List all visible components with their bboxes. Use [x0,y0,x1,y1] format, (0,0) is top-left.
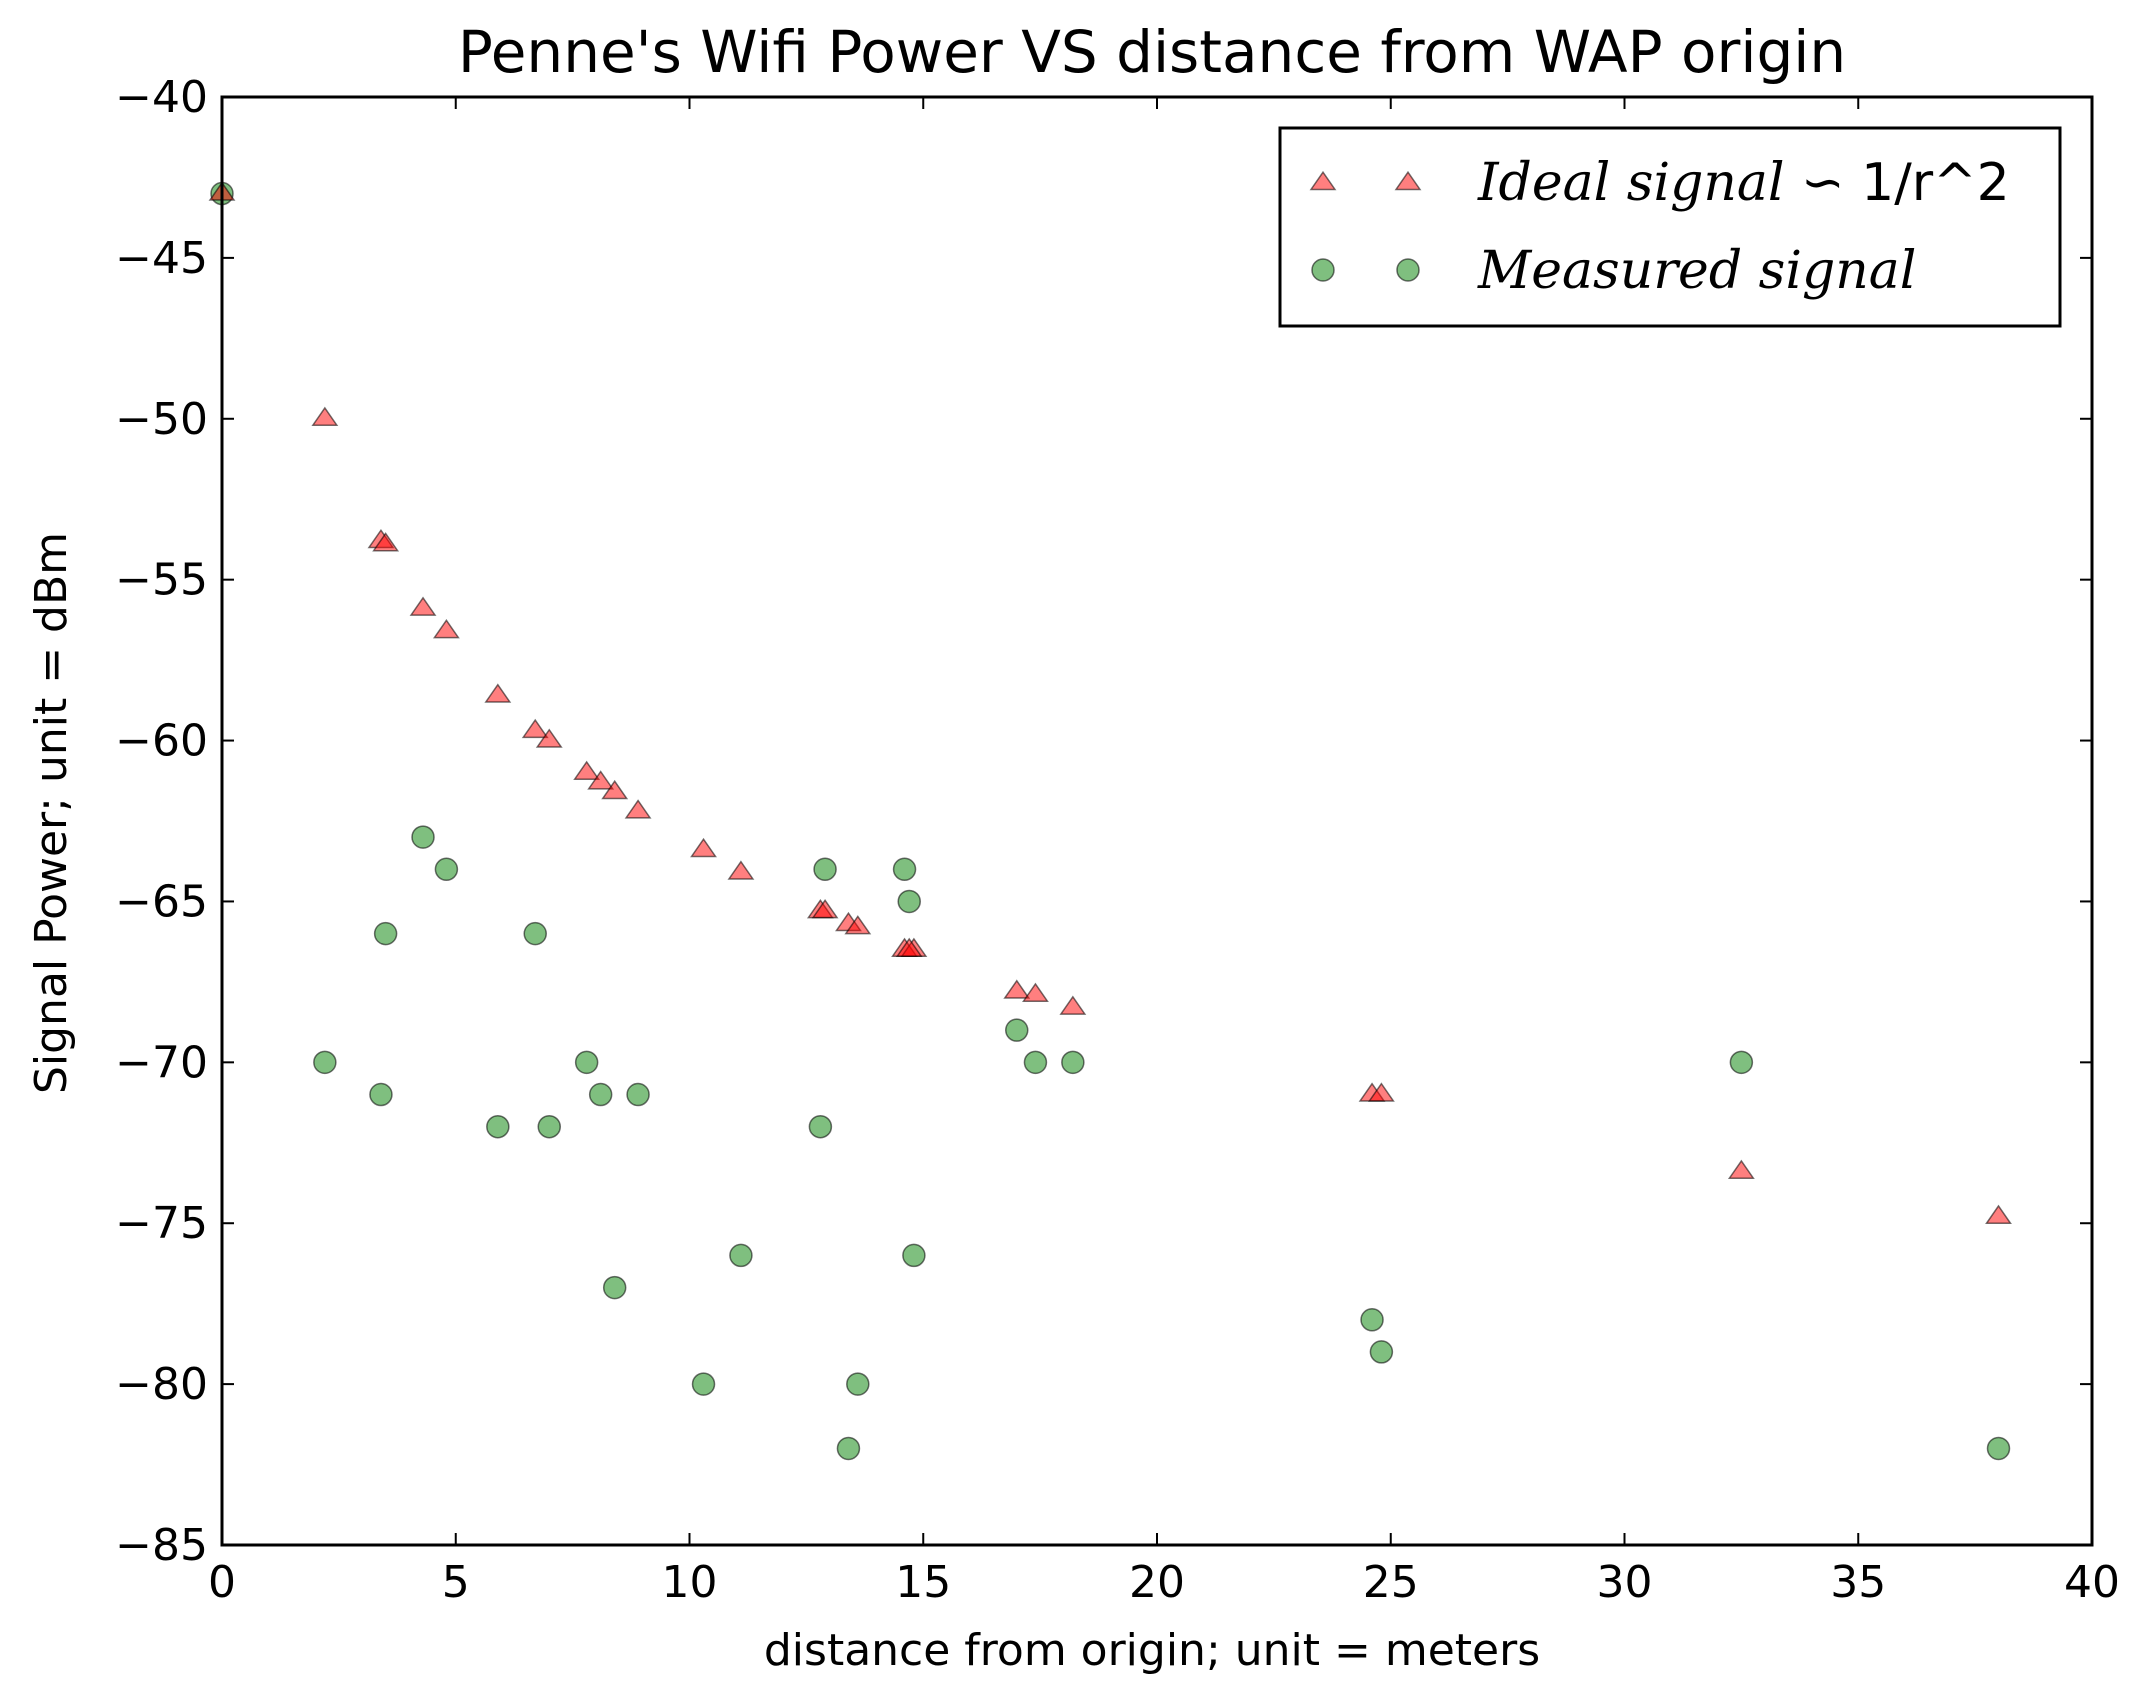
ideal-signal-point [521,718,549,739]
x-tick-label: 10 [662,1557,718,1608]
ideal-signal-point [727,860,755,880]
x-tick-label: 30 [1597,1557,1653,1608]
ideal-signal-point [895,937,923,957]
measured-signal-point [1729,1050,1754,1075]
x-tick-labels: 0 5 10 15 20 25 30 35 40 [208,1557,2120,1608]
measured-signal-point [1360,1308,1384,1332]
ideal-signal-point [409,596,437,616]
legend-box [1278,126,2062,328]
measured-signal-point [836,1436,861,1461]
ideal-signal-point [1727,1159,1755,1179]
ideal-signal-point [690,837,717,858]
axis-ticks [221,96,2093,1546]
measured-signal-point [808,1114,833,1139]
y-tick-label: −65 [115,876,208,927]
legend-label-measured: Measured signal [1477,241,1916,301]
legend-markers [1309,170,1422,282]
x-tick-label: 5 [442,1557,470,1608]
measured-signal-point [411,825,435,849]
measured-signal-point [691,1372,716,1396]
y-axis-label: Signal Power; unit = dBm [26,532,77,1094]
measured-signal-point [1023,1050,1048,1075]
measured-signal-point [846,1372,870,1396]
ideal-signal-point [1985,1204,2012,1225]
measured-signal-point [1986,1436,2011,1461]
x-axis-label: distance from origin; unit = meters [764,1625,1540,1676]
measured-signal-point [434,857,459,882]
y-tick-label: −50 [115,394,208,445]
ideal-signal-point [573,760,601,780]
measured-signal-point [369,1082,393,1107]
legend-label-measured-italic: Measured signal [1477,241,1916,301]
measured-signal-point [902,1243,926,1268]
y-tick-label: −45 [115,233,208,284]
ideal-signal-point [624,799,652,819]
measured-signal-point [588,1082,613,1107]
y-tick-labels: −40 −45 −50 −55 −60 −65 −70 −75 −80 −85 [115,72,208,1571]
ideal-signal-point [432,619,460,639]
y-tick-label: −85 [115,1520,208,1571]
y-tick-label: −60 [115,716,208,767]
ideal-signal-point [311,406,339,427]
measured-signal-point [1061,1050,1085,1075]
ideal-signal-point [484,683,512,703]
legend-label-ideal: Ideal signal ∽ 1/r^2 [1477,153,2010,213]
measured-signal-point [892,857,917,882]
measured-signal-point [602,1275,627,1300]
x-tick-label: 35 [1830,1557,1886,1608]
measured-signal-point [486,1114,510,1139]
measured-signal-point [626,1082,650,1107]
y-tick-label: −40 [115,72,208,123]
ideal-signal-point [1059,995,1087,1015]
ideal-signal-point [372,532,400,552]
chart-title: Penne's Wifi Power VS distance from WAP … [458,18,1846,86]
measured-signal-point [523,921,547,946]
x-tick-label: 40 [2064,1557,2120,1608]
ideal-signal-point [1022,982,1049,1002]
y-tick-label: −55 [115,555,208,606]
legend-marker-measured [1311,258,1335,282]
y-tick-label: −70 [115,1037,208,1088]
y-tick-label: −75 [115,1198,208,1249]
measured-signal-point [729,1243,753,1268]
measured-signal-point [813,857,837,882]
legend-marker-measured [1396,258,1420,282]
measured-signal-point [574,1050,599,1075]
legend-marker-ideal [1309,170,1337,191]
ideal-signal-point [1367,1082,1395,1102]
x-tick-label: 0 [208,1557,236,1608]
legend-label-ideal-formula: ∽ 1/r^2 [1785,153,2010,213]
y-tick-label: −80 [115,1359,208,1410]
legend-marker-ideal [1394,170,1422,191]
legend-label-ideal-italic: Ideal signal [1477,153,1785,213]
measured-signal-point [373,921,398,946]
ideal-signal-point [535,728,563,748]
legend: Ideal signal ∽ 1/r^2 Measured signal [1278,126,2062,328]
measured-signal-point [1369,1340,1394,1364]
x-tick-label: 20 [1129,1557,1185,1608]
ideal-signal-point [844,915,872,935]
measured-signal-point [537,1114,561,1139]
x-tick-label: 25 [1363,1557,1419,1608]
ideal-signal-point [587,770,615,790]
ideal-signal-point [1003,979,1031,999]
ideal-signal-point [811,898,839,919]
measured-signal-point [897,889,921,914]
measured-signal-point [1005,1018,1029,1042]
measured-signal-point [313,1050,337,1075]
x-tick-label: 15 [895,1557,951,1608]
plot-area [208,181,2012,1461]
ideal-signal-point [601,779,629,800]
